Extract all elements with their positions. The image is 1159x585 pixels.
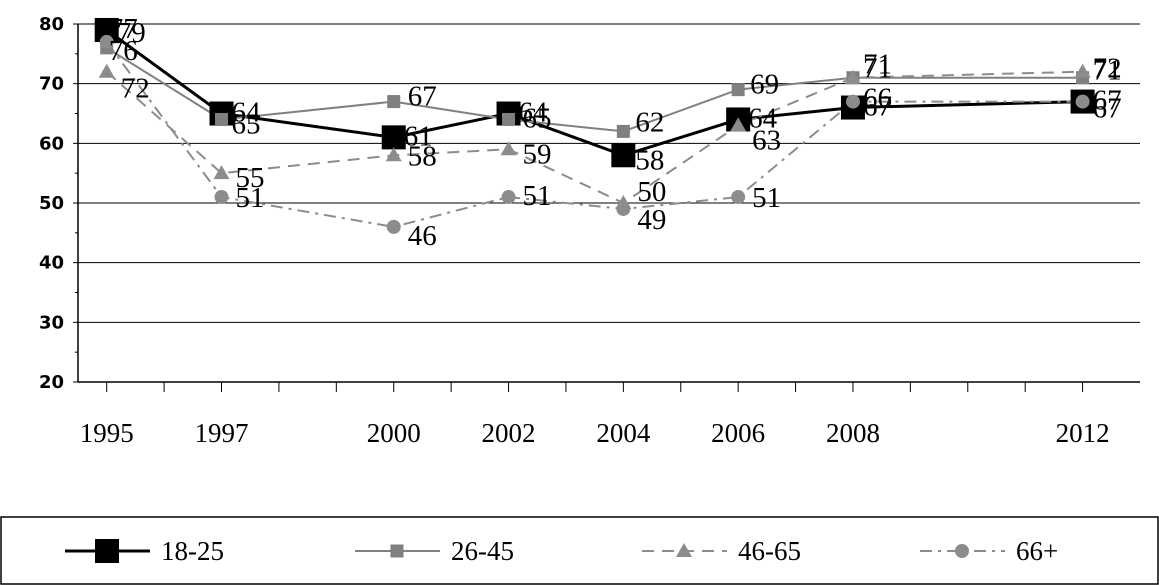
data-point-square: [390, 544, 404, 558]
data-point-triangle: [676, 543, 692, 557]
data-label: 64: [519, 97, 549, 129]
data-label: 64: [748, 102, 778, 134]
x-tick-label: 2008: [826, 418, 880, 448]
legend-label: 66+: [1016, 536, 1058, 566]
data-label: 71: [863, 53, 892, 85]
data-point-circle: [386, 219, 401, 234]
data-label: 65: [523, 102, 552, 134]
x-tick-label: 1997: [195, 418, 249, 448]
data-point-circle: [616, 201, 631, 216]
series-line-66+: [105, 41, 1083, 228]
data-label: 66: [863, 83, 892, 115]
axes: [73, 23, 1140, 392]
data-label: 72: [121, 73, 150, 105]
data-label: 58: [408, 140, 437, 172]
data-point-square: [215, 112, 229, 126]
data-label: 67: [863, 91, 892, 123]
x-tick-label: 2004: [596, 418, 651, 448]
data-point-triangle: [730, 117, 747, 132]
y-tick-label: 60: [39, 133, 64, 154]
data-point-circle: [214, 190, 229, 205]
legend-label: 46-65: [738, 536, 801, 566]
data-label: 51: [236, 182, 265, 214]
data-point-triangle: [1074, 63, 1091, 78]
data-label: 49: [637, 204, 666, 236]
series-lines: [105, 28, 1083, 228]
x-tick-label: 2002: [482, 418, 536, 448]
y-tick-label: 20: [39, 372, 64, 393]
x-axis-tick-labels: 1995 1997 2000 2002 2004 2006 2008 2012: [80, 418, 1110, 448]
x-tick-label: 1995: [80, 418, 134, 448]
data-point-square: [387, 95, 401, 109]
y-tick-label: 70: [39, 74, 64, 95]
y-tick-label: 80: [39, 14, 64, 35]
data-label: 58: [635, 144, 664, 176]
data-label: 51: [752, 182, 781, 214]
y-tick-label: 30: [39, 312, 64, 333]
x-tick-label: 2000: [367, 418, 421, 448]
data-point-circle: [501, 190, 516, 205]
data-point-triangle: [98, 63, 115, 78]
y-tick-label: 50: [39, 193, 64, 214]
data-point-circle: [845, 94, 860, 109]
data-point-circle: [955, 544, 969, 558]
data-label: 59: [523, 138, 552, 170]
legend: 18-25 26-45 46-65 66+: [0, 516, 1159, 585]
data-point-square: [381, 125, 406, 150]
data-label: 77: [109, 13, 138, 45]
data-label: 79: [117, 17, 146, 49]
data-label: 67: [408, 81, 437, 113]
data-label: 67: [1093, 93, 1122, 125]
data-label: 61: [404, 120, 433, 152]
series-markers: [94, 17, 1095, 234]
data-label: 64: [232, 97, 262, 129]
y-tick-label: 40: [39, 253, 64, 274]
data-point-square: [611, 143, 636, 168]
data-point-circle: [99, 34, 114, 49]
data-label: 71: [1093, 55, 1122, 87]
data-point-square: [731, 83, 745, 97]
data-label: 69: [750, 69, 779, 101]
data-label: 72: [1093, 53, 1122, 85]
legend-label: 18-25: [161, 536, 224, 566]
data-point-circle: [1075, 94, 1090, 109]
data-point-square: [502, 112, 516, 126]
x-tick-label: 2006: [711, 418, 765, 448]
data-point-triangle: [385, 147, 402, 162]
data-point-triangle: [213, 165, 230, 180]
data-label: 65: [232, 108, 261, 140]
data-label: 62: [635, 106, 664, 138]
series-line-46-65: [106, 70, 1083, 205]
data-point-triangle: [500, 141, 517, 156]
x-tick-label: 2012: [1056, 418, 1110, 448]
data-point-square: [616, 124, 630, 138]
y-axis-tick-labels: 20 30 40 50 60 70 80: [39, 14, 64, 393]
data-label: 55: [236, 162, 265, 194]
data-label: 46: [408, 220, 437, 252]
data-point-square: [95, 539, 119, 563]
data-label: 51: [523, 180, 552, 212]
data-label: 71: [863, 49, 892, 81]
data-point-circle: [731, 190, 746, 205]
data-label: 63: [752, 124, 781, 156]
legend-label: 26-45: [451, 536, 514, 566]
data-point-triangle: [844, 69, 861, 84]
data-label: 67: [1093, 85, 1122, 117]
data-label: 76: [109, 35, 138, 67]
data-label: 50: [637, 176, 666, 208]
series-line-26-45: [106, 47, 1083, 133]
